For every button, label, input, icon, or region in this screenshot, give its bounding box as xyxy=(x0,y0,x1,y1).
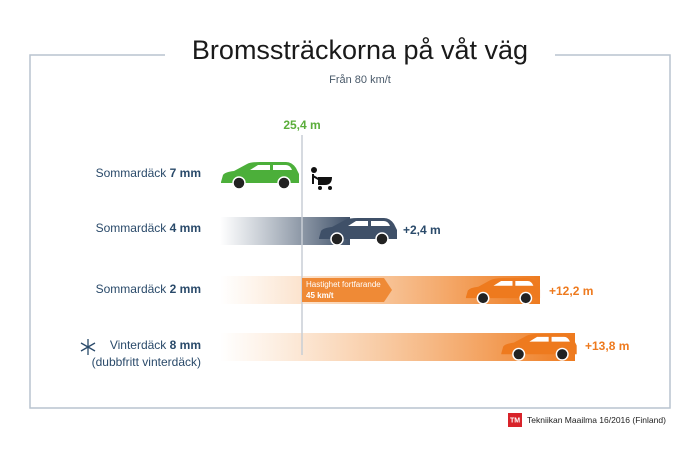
tire: Sommardäck xyxy=(96,166,168,180)
frame xyxy=(29,54,671,409)
depth: 8 mm xyxy=(170,338,201,352)
tire: Sommardäck xyxy=(96,282,168,296)
tire: Vinterdäck xyxy=(110,338,167,352)
depth: 7 mm xyxy=(170,166,201,180)
annotation: Hastighet fortfarande xyxy=(306,280,381,289)
tire: Sommardäck xyxy=(96,221,168,235)
annotation-box xyxy=(302,278,392,302)
source: Tekniikan Maailma 16/2016 (Finland) xyxy=(527,415,666,425)
logo-text: TM xyxy=(510,417,520,424)
depth: 4 mm xyxy=(170,221,201,235)
row-label: Sommardäck 4 mm xyxy=(96,221,201,235)
stroller-icon xyxy=(311,167,332,190)
extra-distance: +12,2 m xyxy=(549,284,593,298)
row-label: Sommardäck 7 mm xyxy=(96,166,201,180)
row-note: (dubbfritt vinterdäck) xyxy=(92,355,201,369)
depth: 2 mm xyxy=(170,282,201,296)
extra-distance: +13,8 m xyxy=(585,339,629,353)
annotation: 45 km/t xyxy=(306,291,334,300)
row-label: Vinterdäck 8 mm xyxy=(110,338,201,352)
reference-label: 25,4 m xyxy=(283,118,320,132)
extra-distance: +2,4 m xyxy=(403,223,441,237)
title: Bromssträckorna på våt väg xyxy=(192,35,528,65)
subtitle: Från 80 km/t xyxy=(329,74,391,86)
snowflake-icon xyxy=(80,339,96,355)
car xyxy=(220,161,300,190)
row-label: Sommardäck 2 mm xyxy=(96,282,201,296)
logo xyxy=(508,413,522,427)
